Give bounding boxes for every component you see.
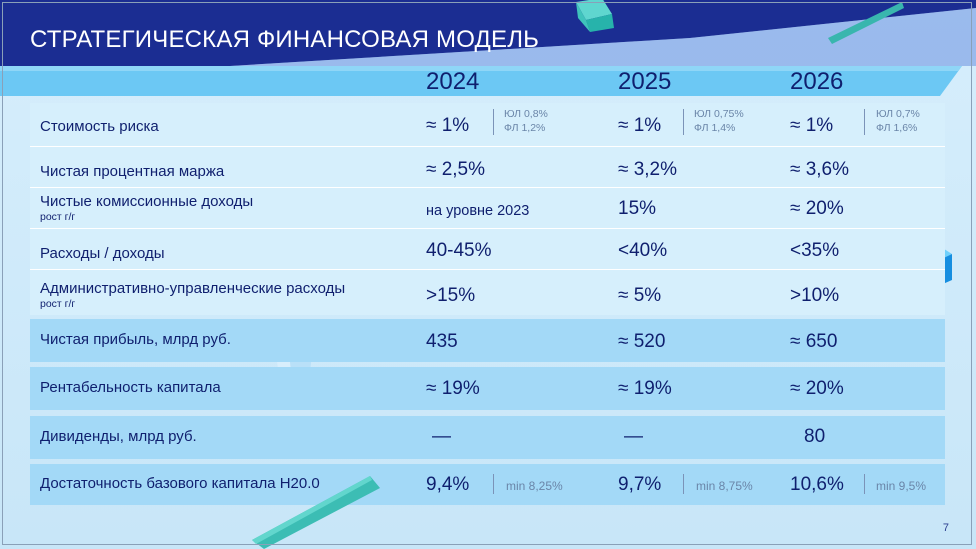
slide-title: СТРАТЕГИЧЕСКАЯ ФИНАНСОВАЯ МОДЕЛЬ	[30, 26, 540, 53]
value-2026: ≈ 20%	[790, 198, 844, 219]
value-2025: ≈ 1%	[618, 115, 662, 136]
value-2024: на уровне 2023	[426, 203, 530, 219]
table-row: Чистые комиссионные доходы рост г/г на у…	[30, 188, 945, 229]
table-row: Административно-управленческие расходы р…	[30, 270, 945, 315]
row-label: Стоимость риска	[40, 118, 159, 135]
value-2026: ≈ 650	[790, 331, 838, 352]
min-2025: min 8,75%	[696, 479, 753, 493]
divider	[493, 474, 494, 494]
note-2026: ЮЛ 0,7% ФЛ 1,6%	[876, 108, 920, 134]
min-2026: min 9,5%	[876, 479, 927, 493]
divider	[864, 474, 865, 494]
divider	[864, 109, 865, 135]
note-2025: ЮЛ 0,75% ФЛ 1,4%	[694, 108, 744, 134]
row-label: Чистые комиссионные доходы	[40, 193, 254, 210]
divider	[683, 474, 684, 494]
note-2024: ЮЛ 0,8% ФЛ 1,2%	[504, 108, 548, 134]
table-row: Достаточность базового капитала Н20.0 9,…	[30, 464, 945, 505]
title-band	[0, 0, 976, 66]
value-2026: ≈ 1%	[790, 115, 834, 136]
value-2025: 15%	[618, 198, 657, 219]
table-row: Стоимость риска ≈ 1% ЮЛ 0,8% ФЛ 1,2% ≈ 1%…	[30, 103, 945, 147]
value-2024: 435	[426, 331, 458, 352]
value-2024: 9,4%	[426, 474, 470, 495]
value-2026: ≈ 20%	[790, 378, 844, 399]
row-label: Расходы / доходы	[40, 245, 165, 262]
stick-decoration-bottom	[252, 476, 380, 549]
table-row: Чистая прибыль, млрд руб. 435 ≈ 520 ≈ 65…	[30, 319, 945, 362]
value-2025: <40%	[618, 240, 668, 261]
year-header-band	[0, 66, 962, 96]
row-label: Чистая процентная маржа	[40, 163, 225, 180]
value-2024: >15%	[426, 285, 476, 306]
row-label: Чистая прибыль, млрд руб.	[40, 331, 231, 348]
row-label: Дивиденды, млрд руб.	[40, 428, 197, 445]
value-2025: ≈ 19%	[618, 378, 672, 399]
page-number: 7	[942, 522, 949, 534]
table-row: Дивиденды, млрд руб. — — 80	[30, 416, 945, 459]
year-2024: 2024	[426, 68, 480, 95]
value-2025: ≈ 5%	[618, 285, 662, 306]
row-sublabel: рост г/г	[40, 298, 76, 310]
value-2025: 9,7%	[618, 474, 662, 495]
value-2024: ≈ 19%	[426, 378, 480, 399]
min-2024: min 8,25%	[506, 479, 563, 493]
row-label: Рентабельность капитала	[40, 379, 221, 396]
value-2026: 10,6%	[790, 474, 844, 495]
value-2026: <35%	[790, 240, 840, 261]
table-row: Рентабельность капитала ≈ 19% ≈ 19% ≈ 20…	[30, 367, 945, 410]
value-2026: 80	[804, 426, 826, 447]
value-2024: 40-45%	[426, 240, 492, 261]
year-2025: 2025	[618, 68, 672, 95]
value-2024: —	[432, 426, 451, 447]
table-row: Чистая процентная маржа ≈ 2,5% ≈ 3,2% ≈ …	[30, 147, 945, 188]
divider	[683, 109, 684, 135]
value-2025: ≈ 520	[618, 331, 666, 352]
value-2024: ≈ 2,5%	[426, 159, 486, 180]
cube-decoration-top	[576, 0, 614, 32]
stick-decoration-top	[828, 2, 904, 44]
value-2025: —	[624, 426, 643, 447]
row-label: Административно-управленческие расходы	[40, 280, 346, 297]
row-sublabel: рост г/г	[40, 211, 76, 223]
row-label: Достаточность базового капитала Н20.0	[40, 475, 320, 492]
value-2026: >10%	[790, 285, 840, 306]
value-2024: ≈ 1%	[426, 115, 470, 136]
divider	[493, 109, 494, 135]
value-2025: ≈ 3,2%	[618, 159, 678, 180]
value-2026: ≈ 3,6%	[790, 159, 850, 180]
table-row: Расходы / доходы 40-45% <40% <35%	[30, 229, 945, 270]
year-2026: 2026	[790, 68, 844, 95]
